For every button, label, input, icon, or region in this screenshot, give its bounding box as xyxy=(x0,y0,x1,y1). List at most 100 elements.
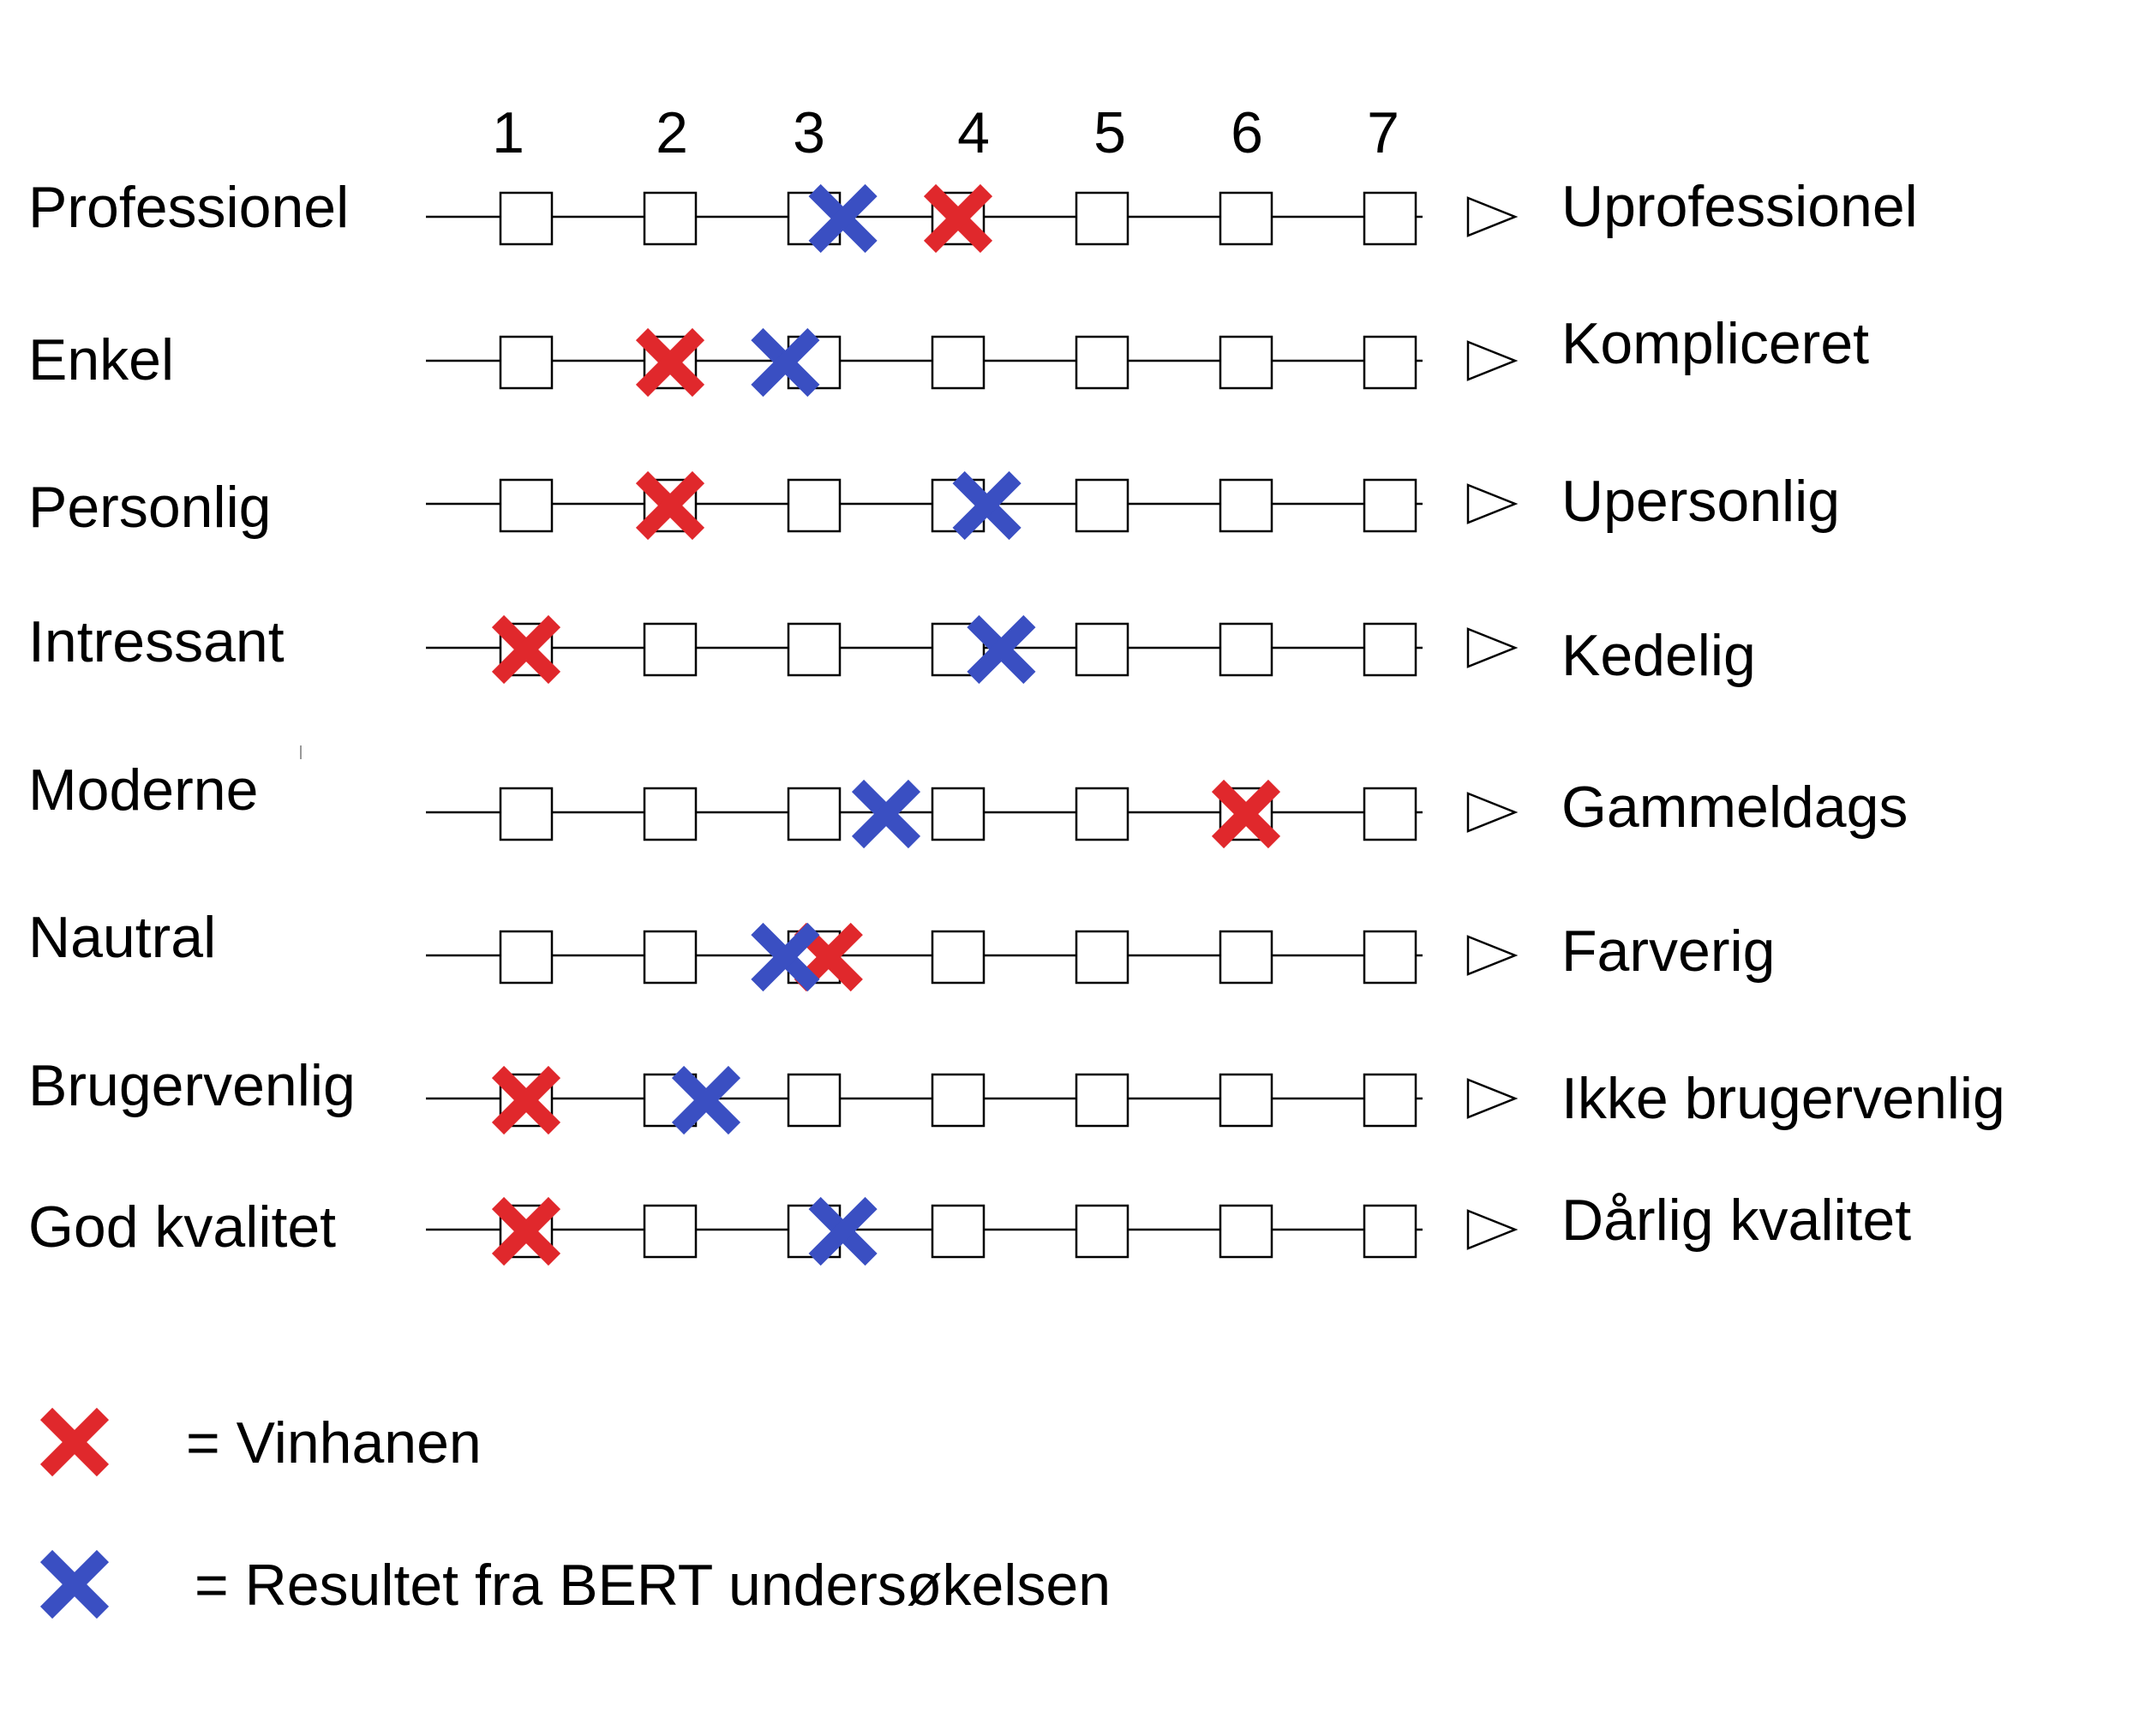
legend-item: = Vinhanen xyxy=(39,1407,482,1477)
vinhanen-marker xyxy=(491,1065,561,1135)
scale-checkbox xyxy=(1363,787,1417,841)
scale-checkbox xyxy=(643,191,698,246)
right-anchor-label: Uprofessionel xyxy=(1561,174,1918,239)
scale-checkbox xyxy=(643,787,698,841)
bert-marker xyxy=(751,327,820,398)
left-anchor-label: Nautral xyxy=(28,905,216,970)
arrow-head-icon xyxy=(1466,792,1519,833)
scale-checkbox xyxy=(1363,191,1417,246)
scale-row: Intressant Kedelig xyxy=(28,609,1756,688)
arrow-head-icon xyxy=(1466,935,1519,976)
scale-label: 3 xyxy=(793,100,825,165)
left-anchor-label: Moderne xyxy=(28,757,258,823)
scale-checkbox xyxy=(1075,1073,1129,1128)
vinhanen-marker xyxy=(923,183,993,254)
scale-row: Nautral Farverig xyxy=(28,905,1775,992)
right-anchor-label: Kedelig xyxy=(1561,623,1756,688)
arrow-head-icon xyxy=(1466,340,1519,381)
scale-checkbox xyxy=(1075,191,1129,246)
right-anchor-label: Farverig xyxy=(1561,919,1775,984)
left-anchor-label: Intressant xyxy=(28,609,285,674)
scale-checkbox xyxy=(1363,1073,1417,1128)
scale-label: 4 xyxy=(957,100,990,165)
scale-label: 2 xyxy=(656,100,688,165)
scale-checkbox xyxy=(1219,1204,1273,1259)
scale-checkbox xyxy=(1075,622,1129,677)
bert-marker xyxy=(808,183,878,254)
scale-checkbox xyxy=(787,1073,842,1128)
scale-checkbox xyxy=(931,787,986,841)
bert-marker xyxy=(952,470,1022,541)
scale-checkbox xyxy=(1075,930,1129,985)
scale-label: 5 xyxy=(1093,100,1126,165)
scale-checkbox xyxy=(1075,335,1129,390)
scale-row: Enkel Kompliceret xyxy=(28,311,1869,398)
scale-row: God kvalitet Dårlig kvalitet xyxy=(28,1188,1911,1266)
vinhanen-legend-icon xyxy=(39,1407,110,1477)
scale-checkbox xyxy=(499,930,554,985)
arrow-head-icon xyxy=(1466,1209,1519,1250)
scale-checkbox xyxy=(787,622,842,677)
bert-marker xyxy=(808,1196,878,1266)
scale-checkbox xyxy=(1219,191,1273,246)
arrow-head-icon xyxy=(1466,196,1519,237)
scale-checkbox xyxy=(1219,1073,1273,1128)
scale-checkbox xyxy=(1075,1204,1129,1259)
scale-checkbox xyxy=(1363,1204,1417,1259)
scale-row: Moderne Gammeldags xyxy=(28,757,1908,849)
vinhanen-marker xyxy=(635,470,705,541)
vinhanen-marker xyxy=(635,327,705,398)
scale-checkbox xyxy=(931,1073,986,1128)
left-anchor-label: Brugervenlig xyxy=(28,1053,356,1118)
scale-checkbox xyxy=(1219,622,1273,677)
scale-checkbox xyxy=(499,478,554,533)
scale-checkbox xyxy=(499,787,554,841)
scale-checkbox xyxy=(499,335,554,390)
scale-row: Brugervenlig Ikke brugervenlig xyxy=(28,1053,2005,1135)
scale-checkbox xyxy=(1363,478,1417,533)
bert-marker xyxy=(851,779,921,849)
scale-checkbox xyxy=(931,930,986,985)
bert-legend-icon xyxy=(39,1549,110,1619)
scale-checkbox xyxy=(643,622,698,677)
scale-label: 1 xyxy=(492,100,524,165)
scale-checkbox xyxy=(1075,478,1129,533)
bert-marker xyxy=(967,614,1036,685)
scale-checkbox xyxy=(1363,622,1417,677)
scale-label: 6 xyxy=(1231,100,1263,165)
scale-row: Professionel Uprofessionel xyxy=(28,174,1918,254)
scale-labels: 1 2 3 4 5 6 7 xyxy=(492,100,1399,165)
left-anchor-label: Personlig xyxy=(28,475,272,540)
left-anchor-label: Professionel xyxy=(28,175,349,240)
right-anchor-label: Gammeldags xyxy=(1561,775,1908,840)
right-anchor-label: Upersonlig xyxy=(1561,469,1840,534)
arrow-head-icon xyxy=(1466,627,1519,668)
vinhanen-marker xyxy=(1211,779,1281,849)
vinhanen-marker xyxy=(491,614,561,685)
vinhanen-marker xyxy=(491,1196,561,1266)
legend-item: = Resultet fra BERT undersøkelsen xyxy=(39,1549,1111,1619)
scale-checkbox xyxy=(931,335,986,390)
right-anchor-label: Ikke brugervenlig xyxy=(1561,1066,2005,1131)
arrow-head-icon xyxy=(1466,1078,1519,1119)
scale-checkbox xyxy=(1075,787,1129,841)
scale-checkbox xyxy=(1219,478,1273,533)
right-anchor-label: Kompliceret xyxy=(1561,311,1869,376)
bert-marker xyxy=(751,922,820,992)
bert-marker xyxy=(671,1065,741,1135)
scale-checkbox xyxy=(787,787,842,841)
scale-checkbox xyxy=(1219,930,1273,985)
scale-checkbox xyxy=(1219,335,1273,390)
legend: = Vinhanen = Resultet fra BERT undersøkel… xyxy=(39,1407,1111,1619)
scale-checkbox xyxy=(1363,335,1417,390)
right-anchor-label: Dårlig kvalitet xyxy=(1561,1188,1911,1253)
scale-checkbox xyxy=(931,1204,986,1259)
scale-row: Personlig Upersonlig xyxy=(28,469,1840,541)
rows: Professionel Uprofessionel Enkel Komplicere… xyxy=(28,174,2005,1266)
scale-label: 7 xyxy=(1367,100,1399,165)
scale-checkbox xyxy=(1363,930,1417,985)
left-anchor-label: God kvalitet xyxy=(28,1194,336,1260)
legend-label: = Vinhanen xyxy=(186,1410,482,1476)
scale-checkbox xyxy=(643,930,698,985)
